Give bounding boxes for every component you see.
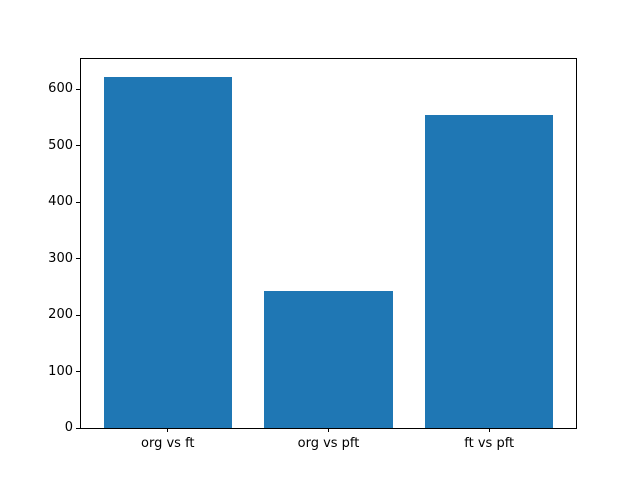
y-tick-label: 100 xyxy=(48,363,73,379)
x-tick-label: ft vs pft xyxy=(464,436,515,451)
x-tick-mark xyxy=(167,428,169,432)
y-tick-mark xyxy=(76,371,80,373)
y-tick-label: 500 xyxy=(48,137,73,153)
y-tick-label: 300 xyxy=(48,250,73,266)
x-tick-mark xyxy=(488,428,490,432)
y-tick-mark xyxy=(76,88,80,90)
y-tick-mark xyxy=(76,427,80,429)
y-tick-label: 400 xyxy=(48,194,73,210)
y-tick-mark xyxy=(76,145,80,147)
x-tick-label: org vs pft xyxy=(297,436,360,451)
plot-area: org vs ft org vs pft ft vs pft 0 100 200 300 40… xyxy=(48,58,577,450)
y-tick-label: 0 xyxy=(64,420,73,435)
y-tick-mark xyxy=(76,258,80,260)
x-tick-mark xyxy=(328,428,329,432)
y-tick-label: 200 xyxy=(48,307,73,323)
bar xyxy=(424,115,554,428)
bar xyxy=(264,291,393,428)
y-tick-mark xyxy=(76,201,80,203)
bar xyxy=(103,76,233,428)
y-tick-label: 600 xyxy=(48,81,73,97)
y-tick-mark xyxy=(76,314,80,316)
x-tick-label: org vs ft xyxy=(141,436,195,451)
